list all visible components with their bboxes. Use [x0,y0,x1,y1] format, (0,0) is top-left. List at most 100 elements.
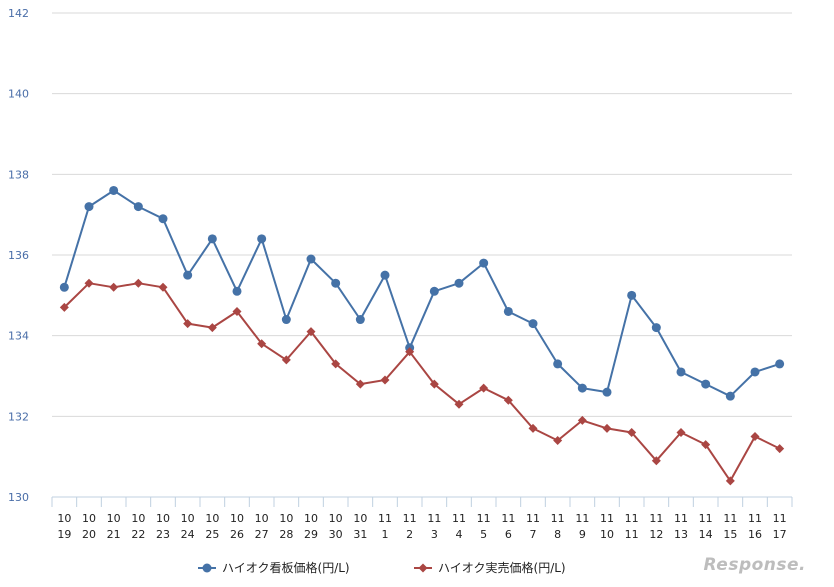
x-tick-label-month: 11 [427,512,441,525]
data-point [257,234,267,244]
x-tick-label-month: 11 [699,512,713,525]
data-point [281,355,291,365]
x-tick-label-day: 21 [107,528,121,541]
x-tick-label-month: 11 [526,512,540,525]
data-point [602,423,612,433]
series-layer [59,185,785,486]
x-tick-label-month: 10 [156,512,170,525]
data-point [331,359,341,369]
series-line-1 [63,189,781,398]
x-tick-label-day: 31 [353,528,367,541]
watermark-logo: Response. [703,555,806,575]
x-tick-label-day: 30 [329,528,343,541]
x-tick-label-month: 11 [773,512,787,525]
data-point [627,290,637,300]
x-tick-label-day: 23 [156,528,170,541]
x-tick-label-month: 10 [57,512,71,525]
data-point [602,387,612,397]
x-tick-label-day: 16 [748,528,762,541]
data-point [257,339,267,349]
x-tick-label-month: 10 [82,512,96,525]
x-tick-label-day: 20 [82,528,96,541]
data-point [577,415,587,425]
data-point [331,278,341,288]
data-point [553,436,563,446]
x-tick-label-day: 9 [579,528,586,541]
x-tick-label-day: 17 [773,528,787,541]
x-tick-label-day: 19 [57,528,71,541]
gridlines [52,12,792,417]
data-point [405,347,415,357]
data-point [577,383,587,393]
x-tick-label-month: 11 [625,512,639,525]
data-point [750,367,760,377]
x-tick-label-day: 5 [480,528,487,541]
x-tick-label-day: 10 [600,528,614,541]
x-tick-label-day: 22 [131,528,145,541]
x-tick-label-month: 11 [378,512,392,525]
data-point [59,282,69,292]
x-tick-label-day: 3 [431,528,438,541]
data-point [183,270,193,280]
data-point [429,286,439,296]
x-tick-label-day: 12 [649,528,663,541]
data-point [528,319,538,329]
x-tick-label-day: 26 [230,528,244,541]
x-tick-label-month: 11 [600,512,614,525]
x-tick-label-day: 8 [554,528,561,541]
x-tick-label-day: 1 [382,528,389,541]
data-point [553,359,563,369]
x-tick-label-month: 10 [329,512,343,525]
data-point [479,383,489,393]
y-tick-label: 140 [8,88,29,101]
x-tick-label-month: 11 [452,512,466,525]
data-point [232,306,242,316]
y-tick-label: 134 [8,330,29,343]
data-point [380,270,390,280]
x-tick-label-day: 14 [699,528,713,541]
x-tick-label-day: 25 [205,528,219,541]
data-point [775,444,785,454]
data-point [454,399,464,409]
data-point [355,315,365,325]
x-axis: 1019102010211022102310241025102610271028… [51,496,793,541]
data-point [306,327,316,337]
data-point [503,395,513,405]
x-tick-label-month: 11 [649,512,663,525]
data-point [158,282,168,292]
data-point [676,427,686,437]
x-tick-label-month: 11 [403,512,417,525]
y-tick-label: 142 [8,7,29,20]
data-point [183,319,193,329]
data-point [232,286,242,296]
data-point [528,423,538,433]
x-tick-label-month: 11 [501,512,515,525]
x-tick-label-day: 11 [625,528,639,541]
data-point [503,306,513,316]
x-tick-label-month: 11 [477,512,491,525]
data-point [84,202,94,212]
y-tick-label: 132 [8,410,29,423]
data-point [109,282,119,292]
y-tick-label: 136 [8,249,29,262]
x-tick-label-day: 6 [505,528,512,541]
data-point [454,278,464,288]
data-point [750,432,760,441]
y-axis: 130 132 134 136 138 140 142 [8,7,29,504]
x-tick-label-day: 4 [456,528,463,541]
data-point [676,367,686,377]
x-tick-label-day: 29 [304,528,318,541]
x-tick-label-day: 28 [279,528,293,541]
data-point [306,254,316,264]
legend-marker [202,563,212,573]
legend-label: ハイオク実売価格(円/L) [438,560,566,575]
x-tick-label-month: 10 [304,512,318,525]
data-point [109,185,119,195]
data-point [701,440,711,450]
data-point [59,302,69,312]
x-tick-label-month: 10 [353,512,367,525]
x-tick-label-month: 10 [205,512,219,525]
data-point [133,278,143,288]
x-tick-label-month: 10 [255,512,269,525]
